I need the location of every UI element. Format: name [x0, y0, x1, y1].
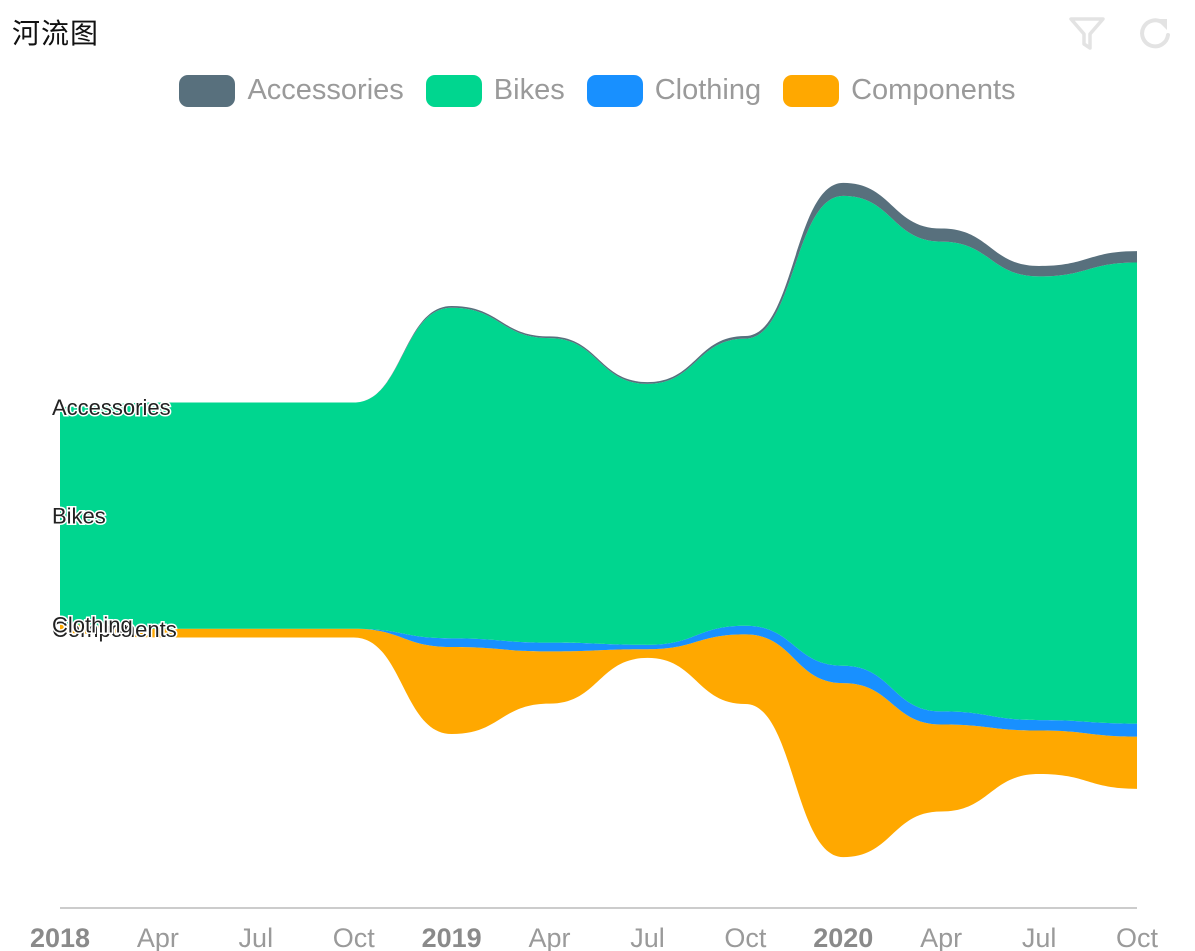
series-label-accessories: Accessories: [52, 395, 171, 420]
x-tick-label: Apr: [137, 923, 179, 951]
x-tick-label: Oct: [724, 923, 767, 951]
chart-title: 河流图: [12, 17, 100, 50]
x-tick-label: Apr: [920, 923, 962, 951]
x-tick-label: Oct: [333, 923, 376, 951]
legend-label: Components: [851, 74, 1016, 106]
legend-item-clothing[interactable]: Clothing: [586, 74, 762, 107]
refresh-icon[interactable]: [1135, 14, 1175, 54]
filter-icon[interactable]: [1067, 14, 1107, 54]
x-axis-ticks: 2018 Apr Jul Oct 2019 Apr Jul Oct 2020 Apr Jul Oct: [30, 923, 1159, 951]
x-tick-label: Jul: [630, 923, 665, 951]
series-label-clothing: Clothing: [52, 612, 133, 637]
x-tick-label: 2020: [813, 923, 873, 951]
x-tick-label: Jul: [239, 923, 274, 951]
legend-item-bikes[interactable]: Bikes: [425, 74, 565, 107]
legend-swatch-accessories: [179, 74, 236, 107]
legend-swatch-clothing: [586, 74, 643, 107]
series-label-bikes: Bikes: [52, 504, 106, 529]
legend-label: Accessories: [247, 74, 404, 106]
stream-components[interactable]: [60, 624, 1137, 858]
legend-item-accessories[interactable]: Accessories: [179, 74, 404, 107]
legend-swatch-components: [783, 74, 840, 107]
series-label-components: Components: [52, 617, 177, 642]
legend-label: Bikes: [493, 74, 565, 106]
streams-group: [60, 182, 1137, 858]
x-tick-label: Oct: [1116, 923, 1159, 951]
x-tick-label: 2019: [422, 923, 482, 951]
legend-label: Clothing: [654, 74, 762, 106]
chart-legend: Accessories Bikes Clothing Components: [0, 74, 1195, 107]
x-tick-label: 2018: [30, 923, 90, 951]
stream-clothing[interactable]: [60, 624, 1137, 737]
legend-item-components[interactable]: Components: [783, 74, 1016, 107]
chart-toolbar: [1067, 14, 1175, 54]
x-tick-label: Apr: [529, 923, 571, 951]
x-tick-label: Jul: [1022, 923, 1057, 951]
legend-swatch-bikes: [425, 74, 482, 107]
stream-bikes[interactable]: [60, 195, 1137, 724]
